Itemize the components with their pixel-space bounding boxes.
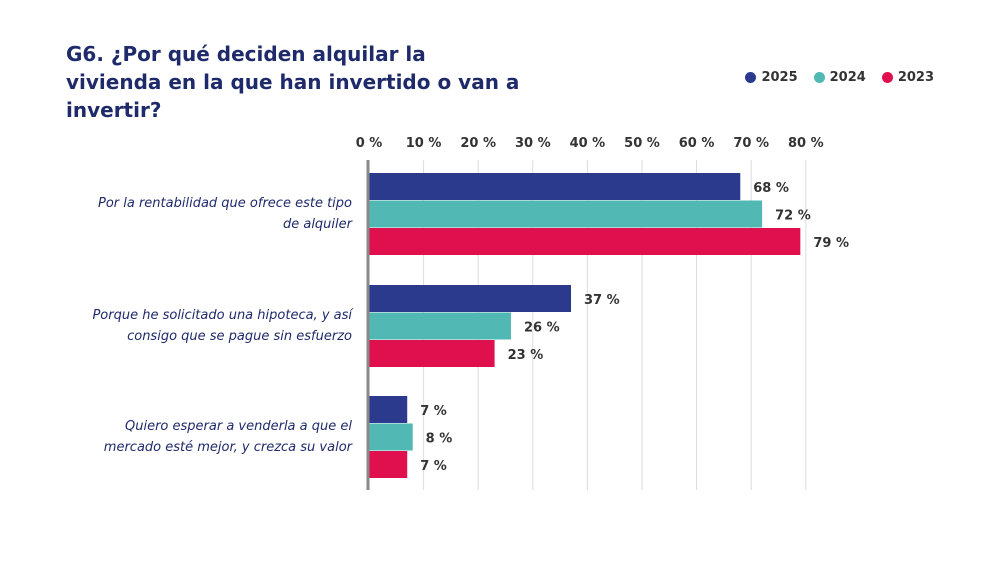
data-label: 7 %	[420, 404, 447, 419]
data-label: 26 %	[524, 320, 560, 335]
legend: 2025 2024 2023	[745, 70, 934, 85]
x-tick-label: 80 %	[788, 136, 824, 151]
legend-label: 2023	[897, 70, 934, 85]
legend-label: 2024	[829, 70, 866, 85]
bar-2025	[369, 396, 408, 423]
legend-item-2023: 2023	[881, 70, 934, 85]
data-label: 72 %	[775, 208, 811, 223]
x-tick-label: 30 %	[515, 136, 551, 151]
bar-2024	[369, 312, 511, 340]
bar-2023	[369, 340, 495, 367]
bar-2024	[369, 200, 763, 228]
legend-label: 2025	[761, 70, 798, 85]
bar-2023	[369, 451, 408, 478]
category-label: Por la rentabilidad que ofrece este tipo…	[97, 196, 352, 233]
data-label: 68 %	[753, 181, 789, 196]
x-tick-label: 50 %	[624, 136, 660, 151]
data-label: 79 %	[813, 236, 849, 251]
data-label: 37 %	[584, 293, 620, 308]
data-label: 8 %	[426, 431, 453, 446]
x-tick-label: 60 %	[679, 136, 715, 151]
bar-2023	[369, 228, 801, 255]
bar-2025	[369, 173, 741, 200]
legend-item-2025: 2025	[745, 70, 798, 85]
legend-item-2024: 2024	[813, 70, 866, 85]
category-label: Quiero esperar a venderla a que el merca…	[103, 419, 352, 456]
x-tick-label: 70 %	[733, 136, 769, 151]
legend-swatch	[813, 72, 825, 83]
bar-2024	[369, 423, 413, 451]
legend-swatch	[745, 72, 757, 83]
category-label: Porque he solicitado una hipoteca, y así…	[92, 308, 352, 345]
x-tick-label: 20 %	[460, 136, 496, 151]
x-tick-label: 10 %	[406, 136, 442, 151]
bar-2025	[369, 285, 572, 312]
x-tick-label: 40 %	[570, 136, 606, 151]
data-label: 23 %	[508, 348, 544, 363]
chart-title: G6. ¿Por qué deciden alquilar la viviend…	[66, 42, 520, 122]
x-tick-label: 0 %	[356, 136, 383, 151]
data-label: 7 %	[420, 459, 447, 474]
legend-swatch	[881, 72, 893, 83]
